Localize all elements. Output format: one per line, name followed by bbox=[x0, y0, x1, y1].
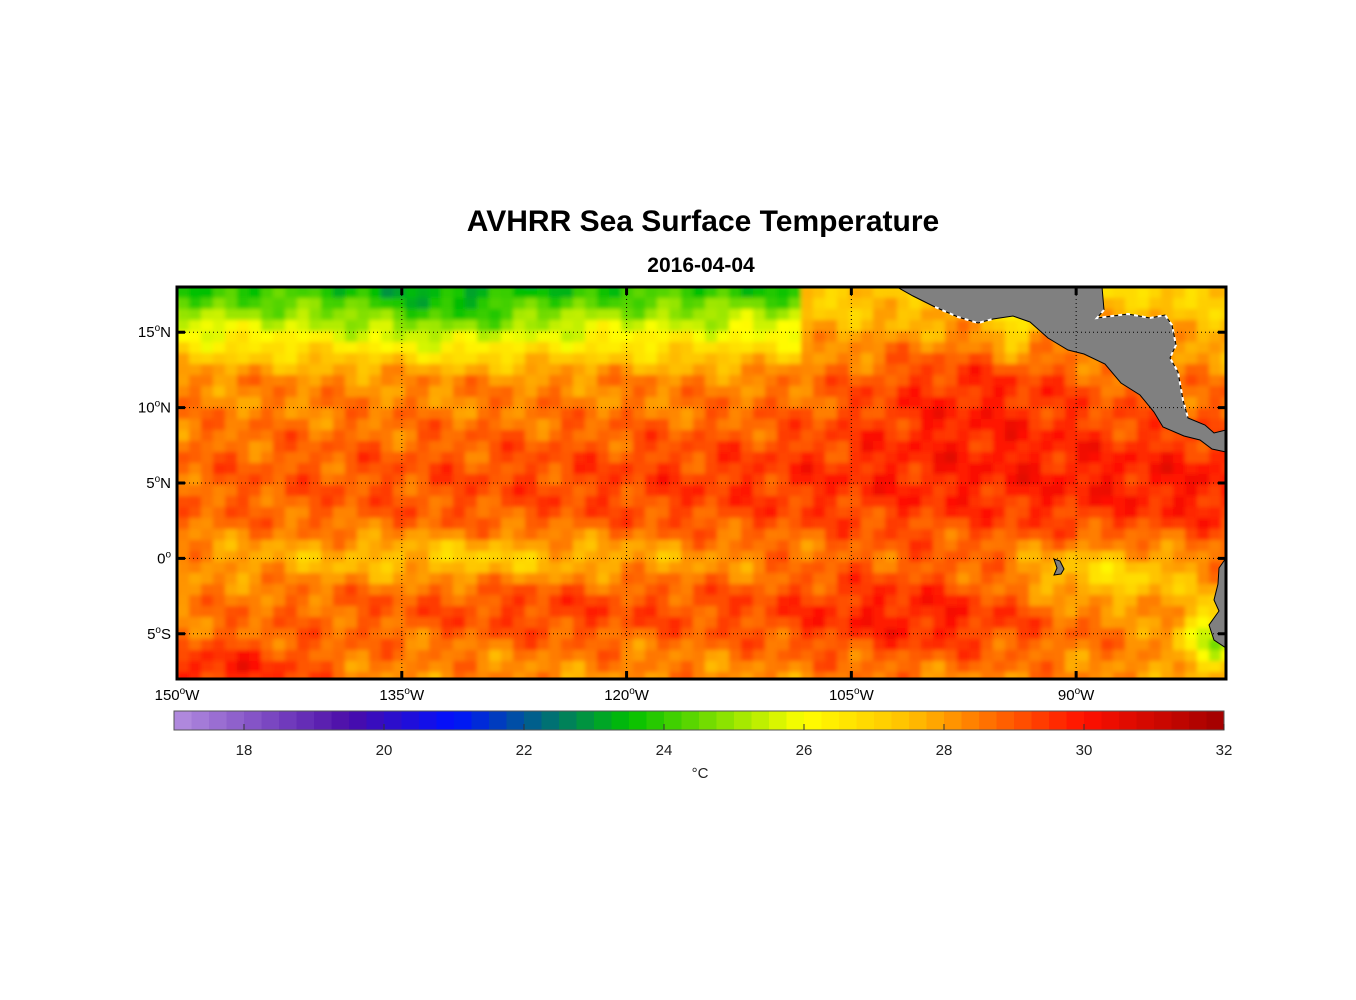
colorbar-band bbox=[1136, 711, 1155, 730]
colorbar-band bbox=[751, 711, 770, 730]
land-south-america bbox=[1208, 557, 1226, 649]
colorbar-band bbox=[909, 711, 927, 730]
colorbar-band bbox=[786, 711, 805, 730]
colorbar-band bbox=[734, 711, 752, 730]
lat-label: 5oN bbox=[146, 474, 171, 492]
colorbar-band bbox=[1119, 711, 1137, 730]
colorbar: 18 20 22 24 26 28 30 32 °C bbox=[173, 710, 1233, 782]
lon-label: 120oW bbox=[604, 686, 650, 704]
lon-label: 150oW bbox=[155, 686, 201, 704]
colorbar-band bbox=[1206, 711, 1225, 730]
colorbar-band bbox=[716, 711, 735, 730]
colorbar-tick-label: 18 bbox=[236, 742, 253, 759]
colorbar-band bbox=[856, 711, 875, 730]
colorbar-band bbox=[559, 711, 577, 730]
colorbar-band bbox=[996, 711, 1015, 730]
colorbar-band bbox=[576, 711, 595, 730]
colorbar-band bbox=[1084, 711, 1102, 730]
colorbar-band bbox=[279, 711, 297, 730]
colorbar-band bbox=[384, 711, 402, 730]
colorbar-band bbox=[1049, 711, 1067, 730]
colorbar-band bbox=[944, 711, 962, 730]
colorbar-tick-label: 28 bbox=[936, 742, 953, 759]
colorbar-band bbox=[366, 711, 385, 730]
colorbar-band bbox=[524, 711, 542, 730]
land-central-america bbox=[895, 287, 1226, 453]
colorbar-band bbox=[961, 711, 980, 730]
colorbar-band bbox=[1031, 711, 1050, 730]
lat-label: 5oS bbox=[147, 625, 171, 643]
colorbar-band bbox=[1189, 711, 1207, 730]
chart-subtitle: 2016-04-04 bbox=[647, 254, 755, 277]
colorbar-band bbox=[979, 711, 997, 730]
colorbar-tick-label: 30 bbox=[1076, 742, 1093, 759]
lat-label: 10oN bbox=[138, 399, 171, 417]
colorbar-band bbox=[261, 711, 280, 730]
colorbar-band bbox=[891, 711, 910, 730]
colorbar-band bbox=[821, 711, 840, 730]
colorbar-tick-label: 22 bbox=[516, 742, 533, 759]
colorbar-bands bbox=[173, 710, 1225, 731]
colorbar-band bbox=[664, 711, 682, 730]
colorbar-band bbox=[1154, 711, 1172, 730]
map-frame bbox=[175, 285, 1228, 681]
colorbar-band bbox=[489, 711, 507, 730]
colorbar-band bbox=[594, 711, 612, 730]
colorbar-band bbox=[506, 711, 525, 730]
colorbar-band bbox=[769, 711, 787, 730]
colorbar-band bbox=[1014, 711, 1032, 730]
colorbar-band bbox=[541, 711, 560, 730]
longitude-labels: 150oW 135oW 120oW 105oW 90oW bbox=[155, 686, 1096, 704]
colorbar-band bbox=[611, 711, 630, 730]
colorbar-ticks: 18 20 22 24 26 28 30 32 bbox=[236, 724, 1233, 759]
lon-label: 105oW bbox=[829, 686, 875, 704]
colorbar-band bbox=[681, 711, 700, 730]
lon-label: 90oW bbox=[1058, 686, 1095, 704]
colorbar-band bbox=[244, 711, 262, 730]
colorbar-band bbox=[436, 711, 455, 730]
colorbar-tick-label: 24 bbox=[656, 742, 673, 759]
colorbar-band bbox=[1101, 711, 1120, 730]
colorbar-tick-label: 26 bbox=[796, 742, 813, 759]
colorbar-band bbox=[349, 711, 367, 730]
coastline-dashes bbox=[934, 306, 1189, 419]
colorbar-band bbox=[646, 711, 665, 730]
colorbar-band bbox=[331, 711, 350, 730]
colorbar-band bbox=[1171, 711, 1190, 730]
colorbar-band bbox=[874, 711, 892, 730]
colorbar-band bbox=[401, 711, 420, 730]
colorbar-tick-label: 32 bbox=[1216, 742, 1233, 759]
colorbar-band bbox=[471, 711, 490, 730]
lat-label: 15oN bbox=[138, 323, 171, 341]
chart-title: AVHRR Sea Surface Temperature bbox=[466, 205, 940, 238]
colorbar-band bbox=[454, 711, 472, 730]
colorbar-band bbox=[419, 711, 437, 730]
colorbar-band bbox=[1066, 711, 1085, 730]
colorbar-unit-label: °C bbox=[692, 765, 709, 782]
colorbar-band bbox=[804, 711, 822, 730]
colorbar-band bbox=[314, 711, 332, 730]
colorbar-band bbox=[926, 711, 945, 730]
colorbar-band bbox=[699, 711, 717, 730]
colorbar-tick-label: 20 bbox=[376, 742, 393, 759]
land-galapagos bbox=[1053, 558, 1065, 576]
colorbar-band bbox=[226, 711, 245, 730]
colorbar-band bbox=[629, 711, 647, 730]
colorbar-band bbox=[839, 711, 857, 730]
colorbar-band bbox=[209, 711, 227, 730]
lat-label: 0o bbox=[157, 549, 171, 567]
lon-label: 135oW bbox=[379, 686, 425, 704]
latitude-labels: 15oN 10oN 5oN 0o 5oS bbox=[138, 323, 172, 643]
colorbar-band bbox=[191, 711, 210, 730]
colorbar-band bbox=[296, 711, 315, 730]
colorbar-band bbox=[174, 711, 192, 730]
